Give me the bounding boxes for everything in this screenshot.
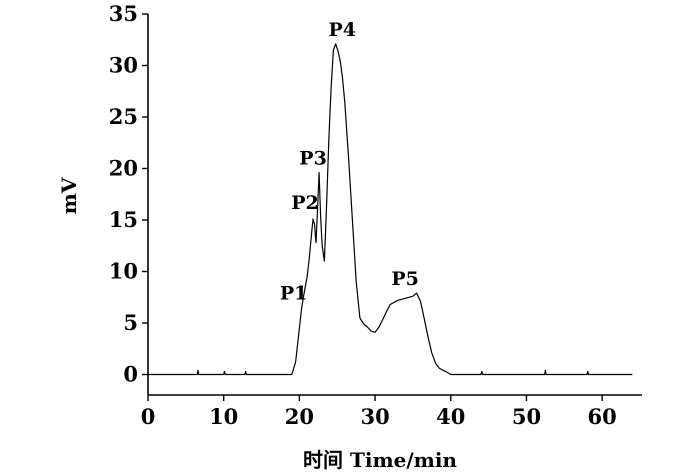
- y-axis-title: mV: [57, 177, 81, 214]
- peak-label: P3: [299, 148, 327, 170]
- peak-label: P1: [280, 283, 308, 305]
- x-axis: 0 10 20 30 40 50 60: [141, 394, 642, 429]
- signal-trace: [148, 43, 633, 376]
- y-tick-label: 30: [109, 53, 138, 78]
- x-tick-label: 50: [512, 404, 541, 429]
- peak-label: P4: [329, 19, 357, 41]
- peak-label: P5: [391, 268, 419, 290]
- peak-annotations: P1 P2 P3 P4 P5: [280, 19, 419, 305]
- y-tick-label: 20: [109, 156, 138, 181]
- x-tick-label: 40: [436, 404, 465, 429]
- x-tick-label: 20: [285, 404, 314, 429]
- x-tick-label: 0: [141, 404, 156, 429]
- x-tick-label: 30: [360, 404, 389, 429]
- y-tick-label: 15: [109, 207, 138, 232]
- x-tick-label: 60: [588, 404, 617, 429]
- y-tick-label: 25: [109, 104, 138, 129]
- x-axis-title: 时间 Time/min: [303, 448, 457, 472]
- y-tick-label: 5: [123, 310, 138, 335]
- y-tick-label: 10: [109, 259, 138, 284]
- y-tick-label: 0: [123, 362, 138, 387]
- x-tick-label: 10: [209, 404, 238, 429]
- y-tick-label: 35: [109, 1, 138, 26]
- plot-area: [148, 43, 633, 376]
- peak-label: P2: [291, 192, 319, 214]
- y-axis: 0 5 10 15 20 25 30 35: [109, 1, 149, 395]
